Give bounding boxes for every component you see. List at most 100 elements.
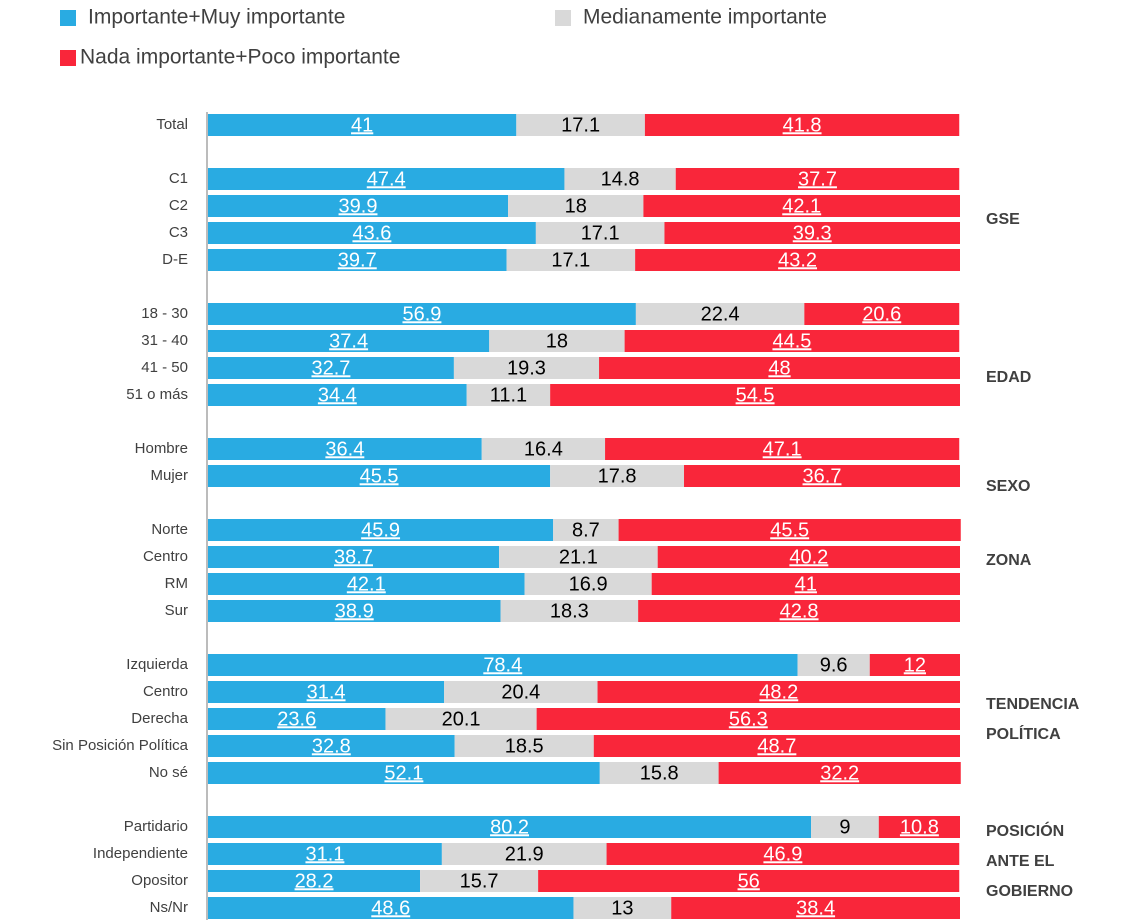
category-label: No sé [149, 764, 188, 781]
bar-segment [599, 762, 719, 784]
bar-segment [208, 573, 525, 595]
bar-segment [651, 573, 960, 595]
legend-swatch [60, 10, 76, 26]
bar-segment [538, 870, 960, 892]
group-label: SEXO [986, 478, 1030, 495]
value-label: 39.9 [339, 195, 378, 217]
value-label: 39.7 [338, 249, 377, 271]
legend-swatch [555, 10, 571, 26]
bar-segment [208, 870, 421, 892]
group-label: ANTE EL [986, 853, 1055, 870]
bar-segment [208, 546, 500, 568]
category-label: Partidario [124, 818, 188, 835]
bar-segment [657, 546, 960, 568]
bar-segment [208, 357, 454, 379]
bar-segment [208, 708, 386, 730]
value-label: 8.7 [572, 519, 600, 541]
group-label: POSICIÓN [986, 821, 1064, 840]
bar-segment [624, 330, 960, 352]
category-label: Independiente [93, 845, 188, 862]
bar-segment [453, 357, 600, 379]
category-label: Centro [143, 683, 188, 700]
bar-segment [481, 438, 606, 460]
value-label: 52.1 [384, 762, 423, 784]
category-label: D-E [162, 251, 188, 268]
legend-label: Nada importante+Poco importante [80, 46, 400, 69]
value-label: 41.8 [783, 114, 822, 136]
value-label: 20.1 [442, 708, 481, 730]
bar-segment [454, 735, 594, 757]
bar-segment [675, 168, 960, 190]
bar-segment [489, 330, 625, 352]
value-label: 37.7 [798, 168, 837, 190]
bar-segment [635, 303, 805, 325]
value-label: 18.5 [505, 735, 544, 757]
value-label: 28.2 [295, 870, 334, 892]
bar-segment [593, 735, 960, 757]
value-label: 39.3 [793, 222, 832, 244]
value-label: 17.1 [551, 249, 590, 271]
value-label: 45.5 [360, 465, 399, 487]
legend-label: Medianamente importante [583, 6, 827, 29]
category-label: Ns/Nr [150, 899, 188, 916]
category-label: Hombre [135, 440, 188, 457]
bar-segment [797, 654, 870, 676]
value-label: 17.1 [561, 114, 600, 136]
bar-segment [208, 897, 574, 919]
value-label: 43.2 [778, 249, 817, 271]
value-label: 42.8 [780, 600, 819, 622]
bar-segment [644, 114, 960, 136]
value-label: 11.1 [490, 384, 527, 406]
bar-segment [605, 438, 960, 460]
value-label: 37.4 [329, 330, 368, 352]
value-label: 21.9 [505, 843, 544, 865]
legend-swatch [60, 50, 76, 66]
value-label: 23.6 [277, 708, 316, 730]
bar-segment [208, 465, 551, 487]
bar-segment [804, 303, 960, 325]
value-label: 48.7 [757, 735, 796, 757]
category-label: RM [165, 575, 188, 592]
bar-segment [718, 762, 961, 784]
value-label: 48.2 [759, 681, 798, 703]
category-label: Norte [151, 521, 188, 538]
value-label: 38.7 [334, 546, 373, 568]
value-label: 12 [904, 654, 926, 676]
bar-segment [599, 357, 960, 379]
value-label: 38.9 [335, 600, 374, 622]
bar-segment [550, 384, 960, 406]
value-label: 32.8 [312, 735, 351, 757]
value-label: 56.3 [729, 708, 768, 730]
category-label: Mujer [150, 467, 188, 484]
value-label: 32.2 [820, 762, 859, 784]
bar-segment [643, 195, 960, 217]
category-label: Total [156, 116, 188, 133]
bar-segment [208, 681, 445, 703]
category-label: Sur [165, 602, 188, 619]
category-label: 31 - 40 [141, 332, 188, 349]
bar-segment [208, 735, 455, 757]
bar-segment [208, 816, 812, 838]
value-label: 9 [839, 816, 850, 838]
bar-segment [208, 843, 442, 865]
value-label: 13 [611, 897, 633, 919]
group-label: TENDENCIA [986, 696, 1080, 713]
value-label: 48 [768, 357, 790, 379]
bar-segment [208, 222, 536, 244]
bar-segment [618, 519, 961, 541]
value-label: 18.3 [550, 600, 589, 622]
group-label: EDAD [986, 369, 1031, 386]
value-label: 43.6 [352, 222, 391, 244]
category-label: 18 - 30 [141, 305, 188, 322]
value-label: 78.4 [483, 654, 522, 676]
value-label: 36.4 [325, 438, 364, 460]
value-label: 54.5 [736, 384, 775, 406]
value-label: 47.4 [367, 168, 406, 190]
bar-segment [564, 168, 676, 190]
value-label: 32.7 [311, 357, 350, 379]
group-label: ZONA [986, 552, 1032, 569]
value-label: 40.2 [789, 546, 828, 568]
value-label: 48.6 [371, 897, 410, 919]
bar-segment [869, 654, 960, 676]
value-label: 56 [738, 870, 760, 892]
